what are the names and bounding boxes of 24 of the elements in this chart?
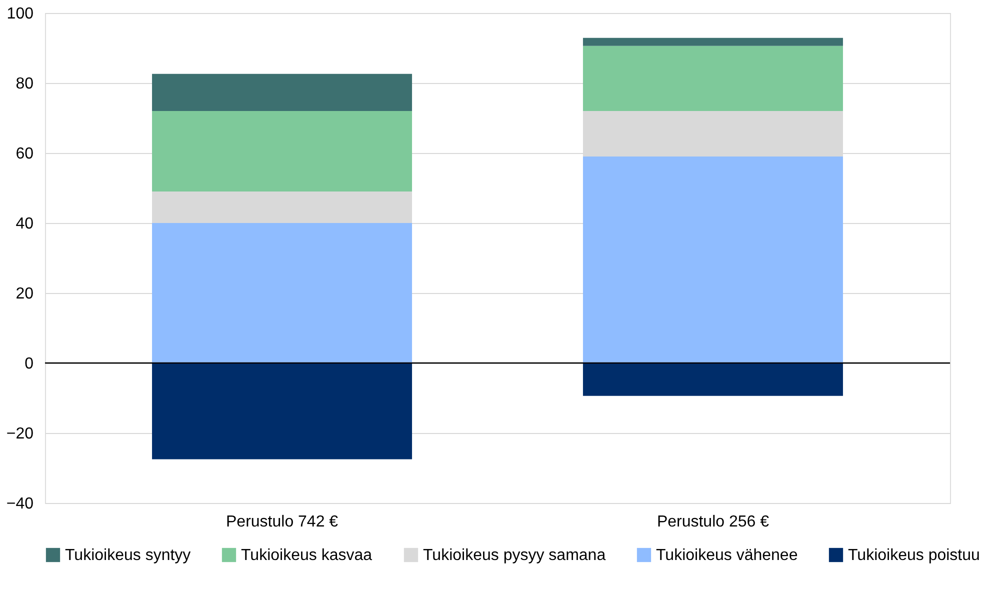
y-tick-label: 0	[24, 356, 34, 372]
legend-label: Tukioikeus vähenee	[656, 547, 798, 564]
bar	[152, 111, 412, 192]
legend-label: Tukioikeus pysyy samana	[423, 547, 606, 564]
bar	[152, 74, 412, 111]
y-tick-label: 60	[16, 146, 34, 162]
legend-label: Tukioikeus kasvaa	[241, 547, 372, 564]
bar	[152, 192, 412, 223]
bar	[152, 223, 412, 363]
y-tick-label: 80	[16, 76, 34, 92]
y-tick-label: −40	[6, 496, 34, 512]
y-tick-label: −20	[6, 426, 34, 442]
y-tick-label: 100	[6, 6, 34, 22]
bar	[582, 156, 843, 363]
bar	[152, 363, 412, 460]
y-tick-label: 40	[16, 216, 34, 232]
y-tick-label: 20	[16, 286, 34, 302]
legend-label: Tukioikeus poistuu	[848, 547, 980, 564]
x-tick-label: Perustulo 742 €	[226, 514, 338, 530]
x-tick-label: Perustulo 256 €	[656, 514, 770, 530]
bar	[582, 363, 843, 396]
legend-label: Tukioikeus syntyy	[65, 547, 191, 564]
bar	[582, 38, 843, 46]
bar	[582, 46, 843, 111]
